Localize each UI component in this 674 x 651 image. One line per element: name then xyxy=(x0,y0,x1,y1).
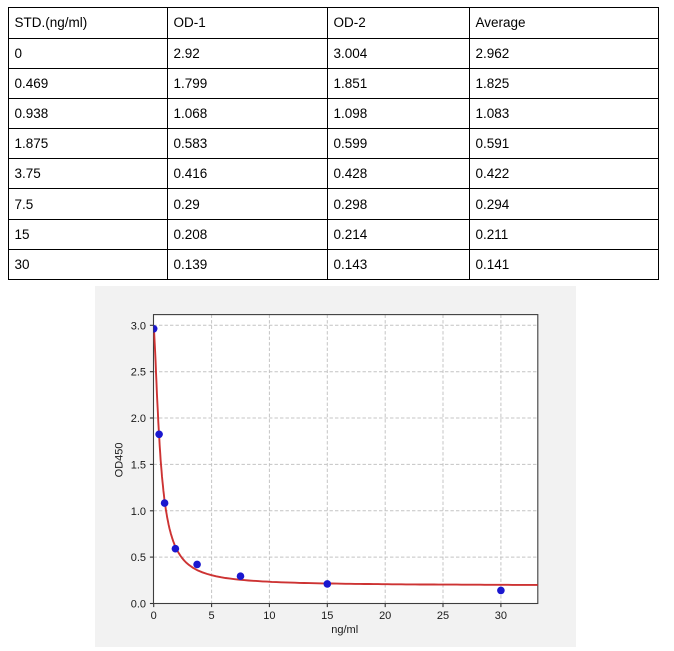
svg-text:15: 15 xyxy=(321,610,333,622)
svg-text:25: 25 xyxy=(437,610,449,622)
svg-text:3.0: 3.0 xyxy=(131,320,146,332)
svg-text:1.5: 1.5 xyxy=(131,459,146,471)
svg-text:30: 30 xyxy=(495,610,507,622)
svg-text:1.0: 1.0 xyxy=(131,506,146,518)
svg-text:20: 20 xyxy=(379,610,391,622)
svg-text:2.5: 2.5 xyxy=(131,367,146,379)
svg-text:ng/ml: ng/ml xyxy=(331,624,358,636)
svg-text:2.0: 2.0 xyxy=(131,413,146,425)
svg-text:10: 10 xyxy=(263,610,275,622)
svg-text:5: 5 xyxy=(209,610,215,622)
svg-text:0: 0 xyxy=(151,610,157,622)
svg-text:OD450: OD450 xyxy=(113,442,125,477)
svg-text:0.0: 0.0 xyxy=(131,599,146,611)
svg-text:0.5: 0.5 xyxy=(131,552,146,564)
